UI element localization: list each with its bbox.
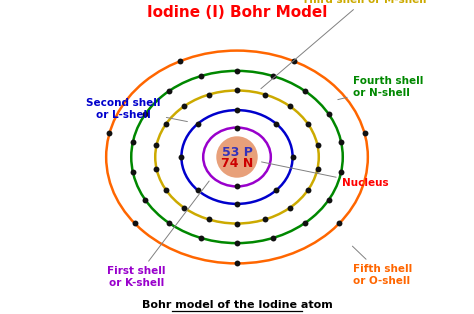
- Point: [261, 217, 269, 222]
- Point: [233, 88, 241, 93]
- Text: Third shell or M-shell: Third shell or M-shell: [261, 0, 427, 89]
- Point: [153, 166, 160, 171]
- Point: [289, 154, 296, 160]
- Point: [314, 166, 321, 171]
- Point: [233, 241, 241, 246]
- Point: [129, 170, 137, 175]
- Point: [325, 198, 332, 203]
- Point: [304, 121, 311, 126]
- Point: [194, 188, 201, 193]
- Point: [153, 143, 160, 148]
- Point: [286, 104, 293, 109]
- Text: 53 P: 53 P: [221, 146, 253, 159]
- Point: [261, 92, 269, 97]
- Point: [301, 220, 309, 225]
- Text: Fifth shell
or O-shell: Fifth shell or O-shell: [352, 246, 412, 285]
- Point: [336, 221, 343, 226]
- Point: [325, 111, 332, 116]
- Text: Iodine (I) Bohr Model: Iodine (I) Bohr Model: [147, 5, 327, 20]
- Point: [181, 104, 188, 109]
- Point: [197, 73, 205, 78]
- Point: [269, 236, 277, 241]
- Point: [129, 139, 137, 144]
- Point: [290, 59, 298, 64]
- Point: [233, 261, 241, 266]
- Point: [233, 125, 241, 130]
- Text: Bohr model of the Iodine atom: Bohr model of the Iodine atom: [142, 300, 332, 310]
- Text: Nucleus: Nucleus: [262, 162, 388, 188]
- Point: [273, 188, 280, 193]
- Point: [176, 59, 184, 64]
- Text: Fourth shell
or N-shell: Fourth shell or N-shell: [338, 76, 423, 100]
- Point: [301, 89, 309, 94]
- Point: [233, 221, 241, 226]
- Point: [286, 205, 293, 210]
- Point: [314, 143, 321, 148]
- Text: Second shell
or L-shell: Second shell or L-shell: [86, 98, 187, 122]
- Point: [337, 139, 345, 144]
- Point: [233, 68, 241, 73]
- Point: [165, 220, 173, 225]
- Point: [304, 188, 311, 193]
- Point: [142, 111, 149, 116]
- Point: [197, 236, 205, 241]
- Point: [205, 217, 213, 222]
- Point: [131, 221, 138, 226]
- Point: [233, 184, 241, 189]
- Point: [178, 154, 185, 160]
- Text: 74 N: 74 N: [221, 157, 253, 170]
- Point: [106, 131, 113, 136]
- Text: First shell
or K-shell: First shell or K-shell: [108, 181, 209, 288]
- Point: [194, 121, 201, 126]
- Point: [205, 92, 213, 97]
- Point: [269, 73, 277, 78]
- Point: [233, 108, 241, 113]
- Point: [142, 198, 149, 203]
- Point: [165, 89, 173, 94]
- Point: [181, 205, 188, 210]
- Point: [337, 170, 345, 175]
- Point: [233, 201, 241, 206]
- Point: [273, 121, 280, 126]
- Point: [163, 188, 170, 193]
- Point: [163, 121, 170, 126]
- Ellipse shape: [216, 136, 258, 178]
- Point: [361, 131, 368, 136]
